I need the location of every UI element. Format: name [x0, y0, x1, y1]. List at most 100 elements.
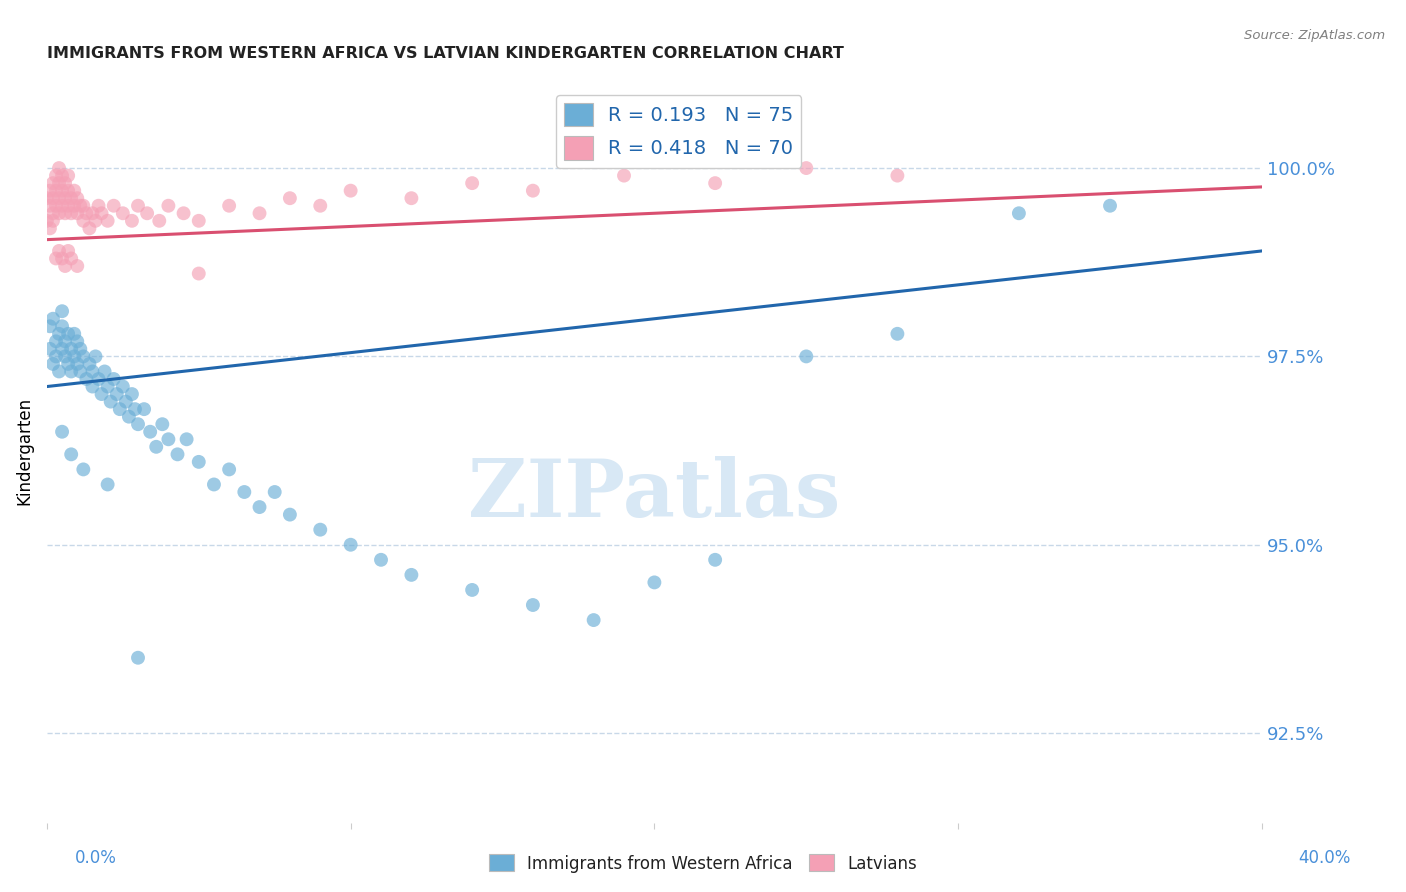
Point [278, 508, 301, 522]
Point [63, 326, 86, 341]
Point [794, 161, 817, 175]
Point [121, 387, 143, 401]
Point [218, 462, 240, 476]
Point [72, 214, 94, 228]
Point [461, 176, 484, 190]
Text: 40.0%: 40.0% [1298, 849, 1351, 867]
Point [173, 206, 195, 220]
Point [48, 364, 70, 378]
Point [90, 206, 112, 220]
Point [84, 350, 107, 364]
Point [45, 199, 67, 213]
Point [278, 191, 301, 205]
Point [233, 485, 256, 500]
Point [60, 342, 83, 356]
Point [56, 357, 79, 371]
Point [69, 364, 91, 378]
Point [60, 206, 83, 220]
Point [39, 342, 62, 356]
Point [56, 244, 79, 258]
Point [63, 350, 86, 364]
Point [613, 169, 636, 183]
Point [127, 650, 149, 665]
Point [136, 206, 159, 220]
Point [522, 184, 544, 198]
Point [704, 553, 727, 567]
Point [370, 553, 392, 567]
Point [60, 191, 83, 205]
Point [53, 350, 76, 364]
Point [148, 214, 170, 228]
Point [97, 477, 120, 491]
Point [202, 477, 225, 491]
Point [69, 199, 91, 213]
Point [150, 417, 173, 432]
Point [53, 334, 76, 349]
Point [45, 334, 67, 349]
Y-axis label: Kindergarten: Kindergarten [15, 397, 32, 505]
Point [75, 372, 97, 386]
Point [886, 326, 908, 341]
Point [51, 304, 73, 318]
Point [63, 199, 86, 213]
Point [84, 214, 107, 228]
Text: IMMIGRANTS FROM WESTERN AFRICA VS LATVIAN KINDERGARTEN CORRELATION CHART: IMMIGRANTS FROM WESTERN AFRICA VS LATVIA… [46, 46, 844, 62]
Point [127, 417, 149, 432]
Point [309, 199, 332, 213]
Point [53, 191, 76, 205]
Point [97, 214, 120, 228]
Point [145, 440, 167, 454]
Point [66, 259, 89, 273]
Point [93, 364, 115, 378]
Point [103, 199, 125, 213]
Point [53, 259, 76, 273]
Point [39, 319, 62, 334]
Point [42, 214, 65, 228]
Point [48, 326, 70, 341]
Point [72, 350, 94, 364]
Point [339, 184, 361, 198]
Point [60, 364, 83, 378]
Point [79, 357, 101, 371]
Point [42, 206, 65, 220]
Point [66, 206, 89, 220]
Point [45, 184, 67, 198]
Point [60, 447, 83, 461]
Point [39, 221, 62, 235]
Point [704, 176, 727, 190]
Point [42, 191, 65, 205]
Text: ZIPatlas: ZIPatlas [468, 457, 841, 534]
Point [45, 350, 67, 364]
Point [115, 394, 138, 409]
Point [401, 191, 423, 205]
Point [72, 199, 94, 213]
Point [56, 326, 79, 341]
Point [79, 221, 101, 235]
Point [39, 199, 62, 213]
Point [45, 252, 67, 266]
Point [42, 357, 65, 371]
Point [56, 169, 79, 183]
Point [249, 206, 271, 220]
Point [56, 199, 79, 213]
Point [187, 455, 209, 469]
Point [60, 252, 83, 266]
Point [66, 191, 89, 205]
Point [53, 206, 76, 220]
Point [51, 342, 73, 356]
Point [103, 372, 125, 386]
Point [582, 613, 605, 627]
Text: 0.0%: 0.0% [75, 849, 117, 867]
Point [45, 169, 67, 183]
Point [75, 206, 97, 220]
Point [1098, 199, 1121, 213]
Point [39, 184, 62, 198]
Point [51, 252, 73, 266]
Point [69, 342, 91, 356]
Point [63, 184, 86, 198]
Point [124, 402, 146, 417]
Point [166, 447, 188, 461]
Point [886, 169, 908, 183]
Point [48, 191, 70, 205]
Point [176, 432, 198, 446]
